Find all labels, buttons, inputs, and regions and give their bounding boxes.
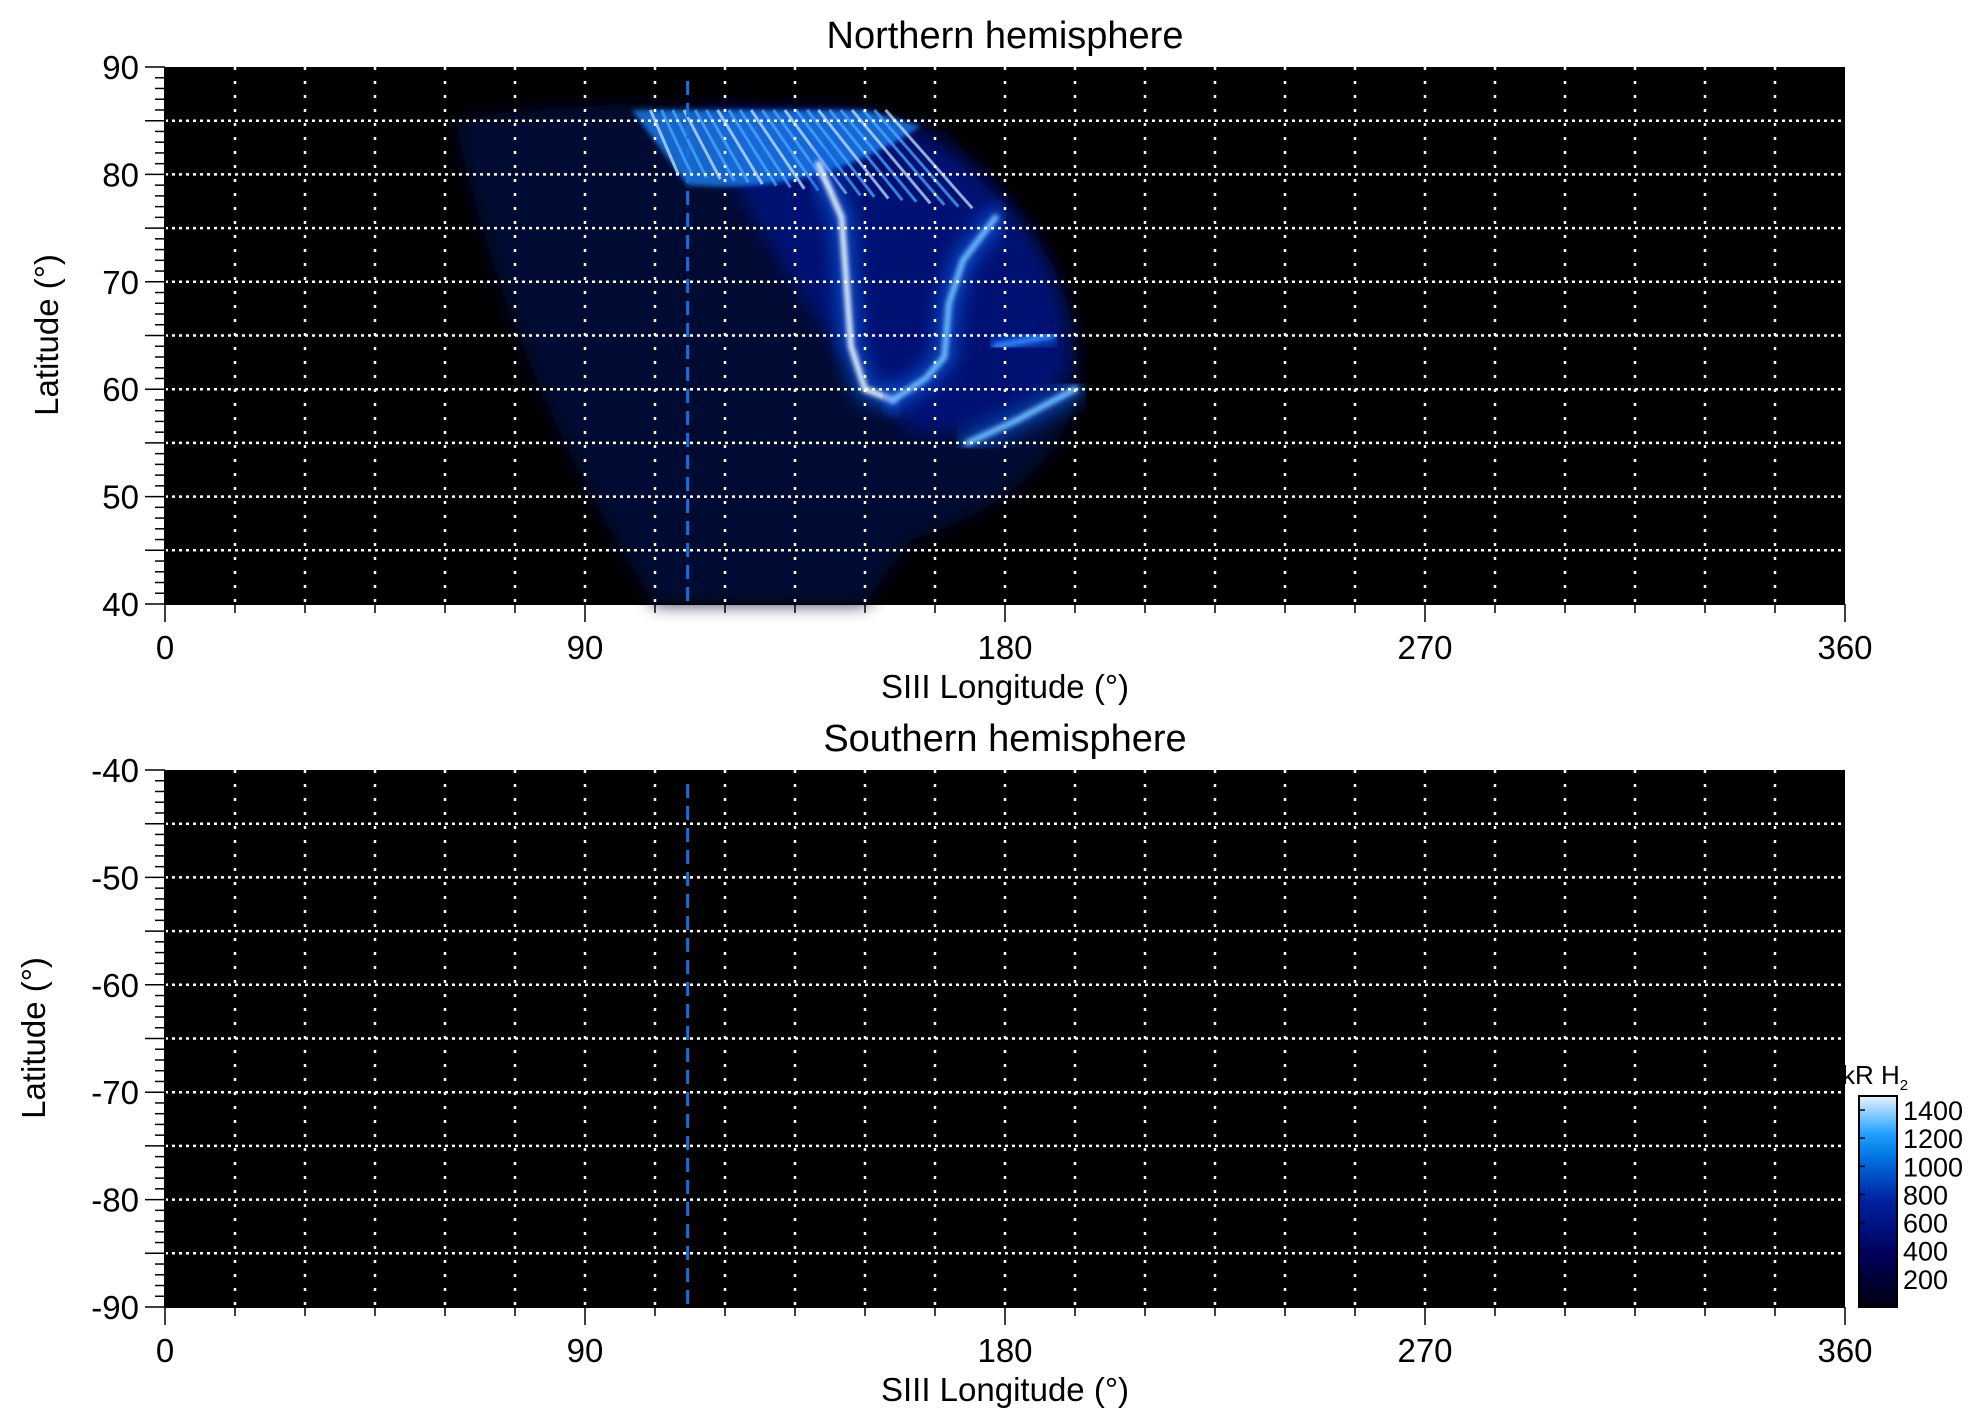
colorbar-tick-label: 600 xyxy=(1903,1209,1948,1239)
y-tick-label: -90 xyxy=(91,1289,139,1326)
emission-streak xyxy=(861,108,946,206)
chart-title: Northern hemisphere xyxy=(827,15,1184,57)
grid xyxy=(165,770,1845,1307)
axes: 0 90 180 270 360 -40 -50 -60 -70 -80 -90 xyxy=(91,752,1872,1369)
y-tick-label: -40 xyxy=(91,752,139,789)
auroral-arc xyxy=(992,332,1055,350)
y-tick-label: 80 xyxy=(102,156,139,193)
emission-streak xyxy=(716,109,764,185)
x-tick-label: 270 xyxy=(1397,1332,1452,1369)
y-tick-label: -80 xyxy=(91,1182,139,1219)
y-tick-label: 50 xyxy=(102,479,139,516)
x-tick-label: 180 xyxy=(977,1332,1032,1369)
emission-streak xyxy=(749,109,806,190)
emission-streak xyxy=(660,109,694,177)
y-axis-label: Latitude (°) xyxy=(28,254,65,416)
emission-streak xyxy=(873,108,960,208)
x-tick-label: 90 xyxy=(567,1332,604,1369)
y-tick-label: 70 xyxy=(102,264,139,301)
y-tick-label: 40 xyxy=(102,586,139,623)
x-tick-label: 360 xyxy=(1817,629,1872,666)
emission-streak xyxy=(705,109,750,184)
aurora-emission xyxy=(454,104,1086,604)
x-axis-label: SIII Longitude (°) xyxy=(881,668,1129,705)
chart-title: Southern hemisphere xyxy=(823,718,1186,760)
colorbar-gradient xyxy=(1858,1095,1898,1308)
colorbar-tick-label: 1400 xyxy=(1903,1096,1963,1126)
x-tick-label: 180 xyxy=(977,629,1032,666)
auroral-arc xyxy=(815,160,896,403)
x-tick-label: 360 xyxy=(1817,1332,1872,1369)
emission-streak xyxy=(884,108,974,210)
colorbar-tick-label: 1200 xyxy=(1903,1124,1963,1154)
x-tick-label: 270 xyxy=(1397,629,1452,666)
x-axis-label: SIII Longitude (°) xyxy=(881,1371,1129,1408)
emission-streak xyxy=(805,109,876,198)
y-tick-label: -50 xyxy=(91,859,139,896)
colorbar-tick-label: 1000 xyxy=(1903,1152,1963,1182)
auroral-arc xyxy=(964,386,1078,446)
x-tick-label: 90 xyxy=(567,629,604,666)
grid xyxy=(165,67,1845,604)
y-tick-label: -60 xyxy=(91,967,139,1004)
emission-streak xyxy=(794,109,862,197)
emission-streak xyxy=(693,109,736,182)
emission-streak xyxy=(727,109,778,187)
colorbar-label: kR H2 xyxy=(1842,1060,1908,1094)
axes: 0 90 180 270 360 40 50 60 70 80 90 xyxy=(102,49,1872,666)
emission-streak xyxy=(817,109,890,200)
southern-hemisphere-panel: Southern hemisphere 0 90 180 270 360 -40 -50 -6… xyxy=(15,718,1873,1408)
emission-streak xyxy=(761,109,820,192)
auroral-arc xyxy=(890,214,999,403)
y-tick-label: 60 xyxy=(102,371,139,408)
x-tick-label: 0 xyxy=(156,629,174,666)
northern-hemisphere-panel: Northern hemisphere 0 90 180 270 360 40 50 60 70… xyxy=(28,15,1873,705)
y-tick-label: -70 xyxy=(91,1074,139,1111)
colorbar-tick-label: 400 xyxy=(1903,1237,1948,1267)
colorbar-tick-label: 200 xyxy=(1903,1265,1948,1295)
emission-body xyxy=(701,109,1071,434)
emission-streak xyxy=(839,109,918,203)
emission-streak xyxy=(828,109,904,202)
y-tick-label: 90 xyxy=(102,49,139,86)
y-axis-label: Latitude (°) xyxy=(15,957,52,1119)
colorbar-tick-label: 800 xyxy=(1903,1180,1948,1210)
x-tick-label: 0 xyxy=(156,1332,174,1369)
